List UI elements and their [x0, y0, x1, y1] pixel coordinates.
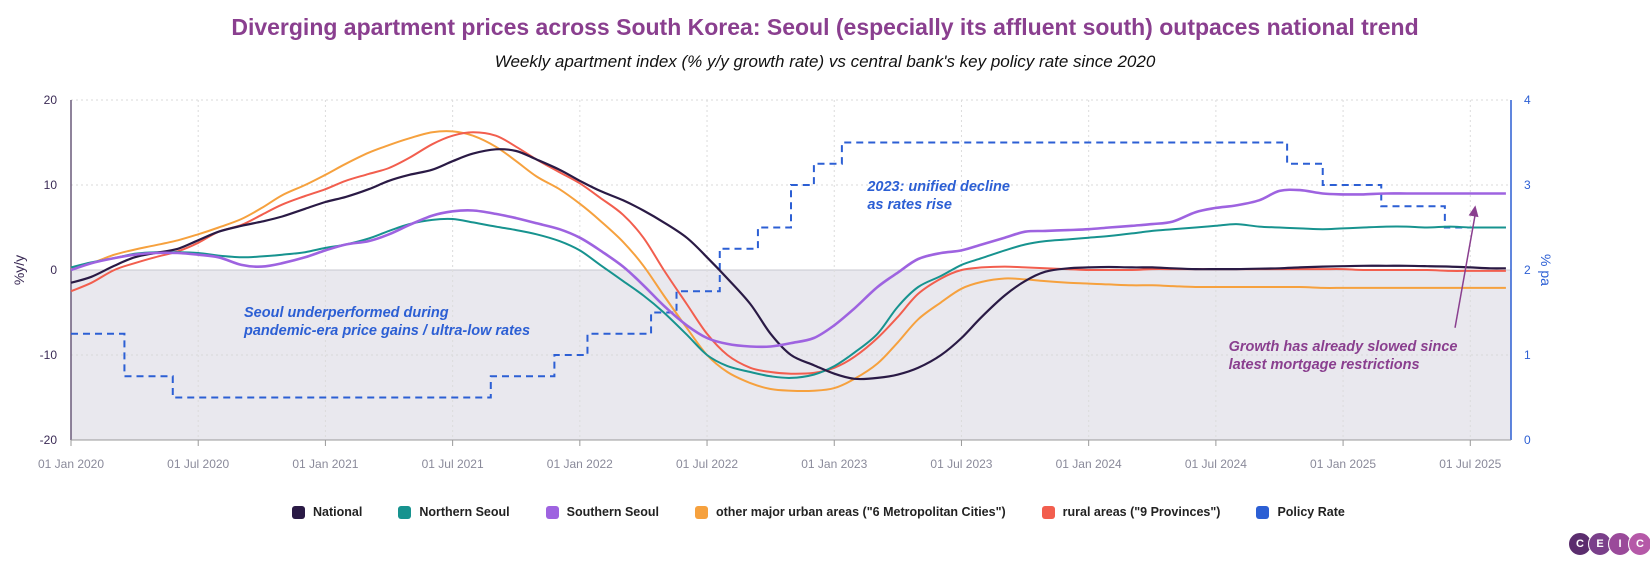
legend-swatch	[398, 505, 412, 519]
chart-title: Diverging apartment prices across South …	[231, 14, 1419, 40]
logo-letter: C	[1628, 532, 1650, 556]
annotation-arrow-head	[1468, 205, 1479, 218]
y-left-tick-label: 0	[50, 263, 57, 277]
y-left-axis-label: %y/y	[11, 255, 27, 285]
series-line-southern-seoul	[70, 188, 1506, 349]
legend-label: rural areas ("9 Provinces")	[1062, 505, 1221, 519]
x-tick-label: 01 Jul 2020	[167, 457, 229, 471]
policy-rate-line	[71, 141, 1506, 399]
x-tick-label: 01 Jul 2025	[1439, 457, 1501, 471]
ceic-logo: C E I C	[1568, 532, 1650, 556]
legend-item-policy-rate[interactable]: Policy Rate	[1256, 505, 1345, 519]
y-left-tick-label: -10	[40, 348, 58, 362]
legend-item-southern-seoul[interactable]: Southern Seoul	[545, 505, 659, 519]
legend-swatch	[1256, 505, 1270, 519]
y-right-axis-label: % pa	[1538, 254, 1554, 286]
annotation-line: Seoul underperformed during	[244, 305, 449, 321]
logo-letter: I	[1608, 532, 1632, 556]
y-right-tick-label: 3	[1524, 178, 1531, 192]
legend-label: Southern Seoul	[566, 505, 659, 519]
legend-swatch	[1041, 505, 1055, 519]
logo-letter: E	[1588, 532, 1612, 556]
series-line-northern-seoul	[70, 217, 1506, 379]
annotation-arrow-line	[1454, 213, 1477, 328]
y-right-tick-label: 2	[1524, 263, 1531, 277]
annotation-line: as rates rise	[867, 197, 952, 213]
x-tick-label: 01 Jul 2021	[422, 457, 484, 471]
x-tick-label: 01 Jan 2025	[1310, 457, 1376, 471]
x-tick-label: 01 Jul 2024	[1185, 457, 1247, 471]
x-tick-label: 01 Jan 2021	[292, 457, 358, 471]
legend: National Northern Seoul Southern Seoul o…	[292, 505, 1381, 519]
logo-letter: C	[1568, 532, 1592, 556]
legend-swatch	[694, 505, 708, 519]
y-right-tick-label: 4	[1524, 93, 1531, 107]
chart-subtitle: Weekly apartment index (% y/y growth rat…	[494, 52, 1156, 71]
annotation-1: Seoul underperformed during pandemic-era …	[243, 305, 530, 339]
legend-swatch	[292, 505, 305, 519]
legend-label: Policy Rate	[1277, 505, 1345, 519]
legend-label: National	[313, 505, 363, 519]
y-left-tick-label: 20	[44, 93, 58, 107]
legend-item-rural-areas[interactable]: rural areas ("9 Provinces")	[1041, 505, 1221, 519]
annotation-line: latest mortgage restrictions	[1229, 357, 1420, 373]
x-tick-label: 01 Jan 2024	[1056, 457, 1122, 471]
annotation-3: Growth has already slowed since latest mo…	[1229, 339, 1458, 373]
y-left-tick-label: -20	[40, 433, 58, 447]
legend-item-national[interactable]: National	[292, 505, 362, 519]
x-tick-label: 01 Jul 2022	[676, 457, 738, 471]
y-left-tick-label: 10	[44, 178, 58, 192]
y-right-tick-label: 0	[1524, 433, 1531, 447]
legend-label: Northern Seoul	[419, 505, 510, 519]
legend-item-northern-seoul[interactable]: Northern Seoul	[398, 505, 510, 519]
annotation-line: 2023: unified decline	[866, 179, 1010, 195]
legend-swatch	[545, 505, 559, 519]
legend-item-metropolitan-cities[interactable]: other major urban areas ("6 Metropolitan…	[694, 505, 1006, 519]
x-tick-label: 01 Jul 2023	[930, 457, 992, 471]
x-tick-label: 01 Jan 2020	[38, 457, 104, 471]
x-tick-label: 01 Jan 2022	[547, 457, 613, 471]
series-line-other-major-urban-areas-6-metropolitan-cities	[70, 130, 1506, 392]
y-right-tick-label: 1	[1524, 348, 1531, 362]
series-line-national	[70, 148, 1506, 381]
annotation-line: pandemic-era price gains / ultra-low rat…	[243, 323, 530, 339]
annotation-2: 2023: unified decline as rates rise	[866, 179, 1010, 213]
x-tick-label: 01 Jan 2023	[801, 457, 867, 471]
annotation-line: Growth has already slowed since	[1229, 339, 1458, 355]
legend-label: other major urban areas ("6 Metropolitan…	[715, 505, 1006, 519]
